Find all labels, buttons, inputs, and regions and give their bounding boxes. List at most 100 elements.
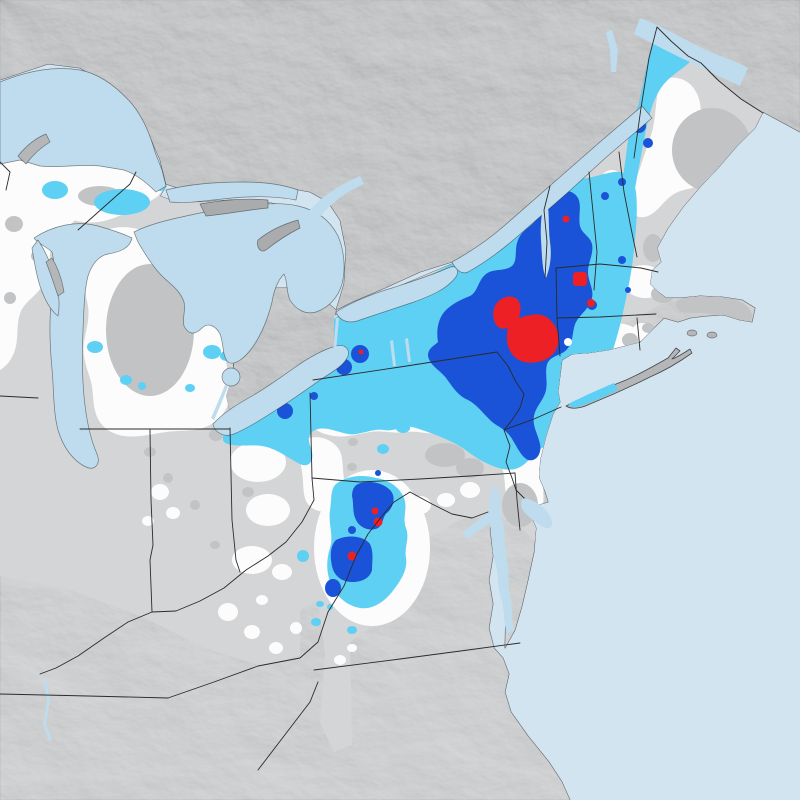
border-wv-va [327, 491, 411, 613]
border-md-de [514, 472, 521, 531]
border-delaware-river-lower [503, 429, 525, 499]
white-blob [142, 516, 154, 526]
finger-lake-2 [405, 338, 411, 362]
state-borders [0, 26, 764, 771]
blue-dot [375, 470, 381, 476]
north-channel [165, 181, 299, 203]
island-nantucket [706, 331, 718, 339]
border-il-in [149, 429, 154, 613]
lake-champlain [540, 196, 551, 278]
cyan-dot [316, 601, 324, 607]
border-vt-nh [588, 171, 598, 291]
blue-wv-3 [325, 579, 341, 597]
lake-superior [0, 68, 167, 193]
chesapeake-bay [488, 486, 514, 634]
border-potomac [409, 491, 489, 519]
border-mn-wi [0, 161, 11, 191]
border-up-wi [77, 171, 137, 231]
cyan-dot [120, 375, 132, 385]
gray-pa-ridge-2 [456, 458, 484, 478]
border-ma-south [556, 313, 657, 319]
border-oh-pa [309, 392, 313, 479]
red-dot [371, 507, 379, 515]
border-tn-nc [257, 681, 319, 771]
white-ky-3 [269, 642, 283, 654]
border-ohio-river [39, 477, 315, 675]
white-hole-in-blue [564, 338, 572, 346]
gray-pa-ridge-1 [425, 443, 465, 467]
red-dot [587, 299, 595, 307]
border-ky-va [167, 611, 329, 699]
gray-dot [4, 292, 16, 304]
door-peninsula [45, 257, 65, 297]
white-va-2 [347, 644, 357, 652]
st-lawrence-estuary [634, 18, 748, 86]
cyan-long-island-overlay [568, 383, 618, 408]
blue-dot [461, 383, 473, 395]
data-overlay [0, 25, 763, 752]
cyan-dot [87, 341, 103, 353]
border-maine-canada [633, 26, 764, 159]
finger-lake-1 [390, 340, 396, 366]
cyan-dot [396, 423, 410, 433]
border-ct-ny [556, 317, 561, 357]
canada-river-line [606, 30, 618, 72]
cyan-dot [185, 384, 195, 392]
white-ky-2 [244, 625, 260, 639]
border-ky-tn [0, 693, 169, 699]
cyan-dot [311, 618, 321, 626]
border-nh-me [618, 151, 638, 258]
blue-dot [618, 256, 626, 264]
border-ct-ri [636, 317, 641, 351]
blue-dot [310, 392, 318, 400]
gray-dot [642, 323, 654, 333]
white-ky-1 [218, 603, 238, 621]
border-ma-north [555, 263, 659, 273]
gray-dot [132, 290, 164, 310]
white-ky-5 [256, 595, 268, 605]
white-ohio-1 [230, 442, 286, 482]
lakes-and-rivers [0, 18, 748, 741]
gray-cape-cod [675, 295, 753, 325]
cyan-dot [203, 345, 221, 359]
red-dot [562, 215, 570, 223]
gray-nh-coast [643, 234, 663, 262]
red-vermont-square [573, 272, 587, 286]
white-maryland-2 [437, 493, 455, 507]
white-ohio-4 [272, 564, 292, 580]
gray-dot [5, 216, 23, 232]
gray-dot [210, 541, 220, 549]
gray-dot [163, 473, 173, 483]
red-dot [347, 551, 357, 561]
blue-dot [625, 287, 631, 293]
border-ny-nj [503, 406, 562, 431]
gray-rhode-island [622, 333, 638, 347]
cyan-dot [377, 444, 389, 454]
blue-dot [473, 341, 481, 349]
cyan-up-2 [94, 189, 150, 215]
red-adirondack-core [508, 315, 558, 359]
ottawa-river [286, 176, 364, 252]
white-maryland-3 [460, 482, 480, 498]
border-in-oh [229, 427, 241, 573]
potomac-river [462, 512, 492, 538]
border-mason-dixon [311, 472, 516, 483]
border-ny-vt [543, 185, 551, 279]
gray-dot [347, 463, 357, 471]
cyan-dot [138, 382, 146, 390]
detroit-river [211, 385, 228, 420]
gray-michigan-core [106, 264, 194, 396]
border-wi-il [0, 395, 39, 399]
blue-dot [348, 526, 356, 534]
border-delaware-river-upper [496, 351, 525, 431]
blue-dot [618, 178, 626, 186]
gray-dot [348, 438, 358, 446]
border-ny-pa [312, 351, 498, 381]
st-lawrence-river [451, 105, 653, 274]
manitoulin-island [199, 198, 269, 217]
cyan-dot [297, 550, 309, 562]
delaware-bay [521, 498, 553, 529]
cyan-dot [347, 626, 357, 634]
white-va-1 [334, 655, 346, 665]
